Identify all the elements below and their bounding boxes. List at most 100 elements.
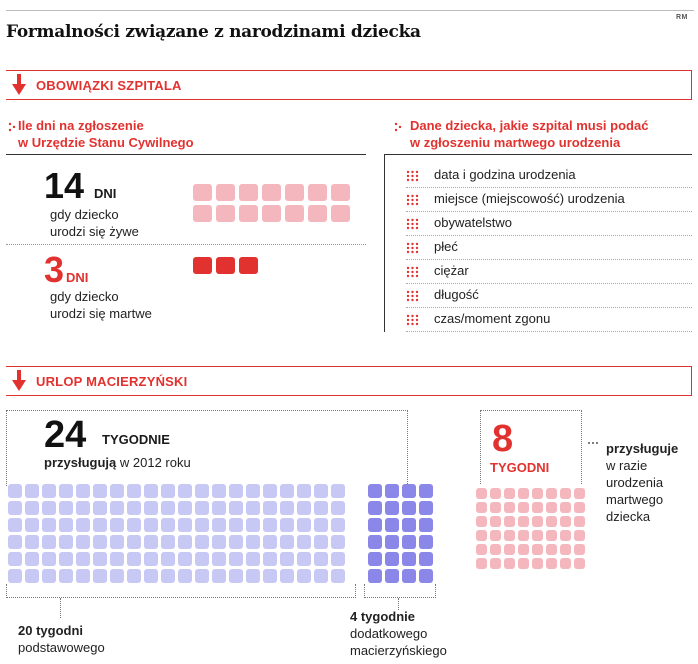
- week-square: [504, 488, 515, 499]
- week-square: [195, 518, 209, 532]
- week-square: [76, 552, 90, 566]
- week-square: [144, 552, 158, 566]
- section-bar-hospital: [6, 70, 692, 100]
- stillbirth-data-heading-line1: Dane dziecka, jakie szpital musi podać: [410, 118, 649, 133]
- week-square: [76, 569, 90, 583]
- basic-leave-grid: [8, 484, 345, 583]
- week-square: [532, 530, 543, 541]
- week-square: [161, 552, 175, 566]
- dead-caption-line2: urodzi się martwe: [50, 306, 152, 321]
- day-square: [308, 205, 327, 222]
- list-item-label: długość: [434, 287, 479, 302]
- week-square: [546, 530, 557, 541]
- week-square: [385, 552, 399, 566]
- week-square: [331, 569, 345, 583]
- week-square: [504, 502, 515, 513]
- week-square: [574, 558, 585, 569]
- week-square: [127, 535, 141, 549]
- dead-days-grid: [193, 257, 258, 274]
- dead-days-unit: DNI: [66, 270, 89, 285]
- week-square: [574, 488, 585, 499]
- week-square: [314, 518, 328, 532]
- week-square: [246, 484, 260, 498]
- week-square: [297, 535, 311, 549]
- week-square: [127, 552, 141, 566]
- list-item: ciężar: [406, 260, 692, 284]
- week-square: [263, 518, 277, 532]
- week-square: [25, 518, 39, 532]
- week-square: [402, 569, 416, 583]
- week-square: [385, 501, 399, 515]
- week-square: [385, 484, 399, 498]
- week-square: [280, 518, 294, 532]
- day-square: [285, 184, 304, 201]
- list-item: długość: [406, 284, 692, 308]
- week-square: [490, 488, 501, 499]
- week-square: [490, 502, 501, 513]
- week-square: [229, 569, 243, 583]
- day-square: [193, 257, 212, 274]
- week-square: [368, 484, 382, 498]
- dots-icon: [8, 122, 16, 132]
- divider: [406, 331, 692, 332]
- week-square: [331, 518, 345, 532]
- week-square: [59, 569, 73, 583]
- week-square: [212, 535, 226, 549]
- week-square: [110, 518, 124, 532]
- week-square: [331, 535, 345, 549]
- week-square: [161, 501, 175, 515]
- list-item-label: miejsce (miejscowość) urodzenia: [434, 191, 625, 206]
- week-square: [532, 502, 543, 513]
- week-square: [59, 535, 73, 549]
- week-square: [263, 569, 277, 583]
- dot-grid-icon: [406, 170, 419, 182]
- day-square: [193, 184, 212, 201]
- week-square: [42, 518, 56, 532]
- divider: [384, 154, 692, 155]
- list-item-label: czas/moment zgonu: [434, 311, 551, 326]
- column-divider: [384, 154, 385, 332]
- week-square: [504, 530, 515, 541]
- stillbirth-leave-line3: urodzenia: [606, 475, 664, 490]
- day-square: [239, 257, 258, 274]
- alive-caption-line2: urodzi się żywe: [50, 224, 139, 239]
- week-square: [560, 544, 571, 555]
- additional-leave-line3: macierzyńskiego: [350, 643, 447, 658]
- dead-days-number: 3: [44, 249, 65, 290]
- week-square: [178, 518, 192, 532]
- day-square: [262, 205, 281, 222]
- week-square: [490, 530, 501, 541]
- week-square: [263, 552, 277, 566]
- week-square: [532, 488, 543, 499]
- total-leave-bold: przysługują: [44, 455, 117, 470]
- total-leave-rest: w 2012 roku: [119, 455, 191, 470]
- stillbirth-leave-unit: TYGODNI: [490, 460, 550, 475]
- week-square: [368, 569, 382, 583]
- stillbirth-data-heading: Dane dziecka, jakie szpital musi podać w…: [410, 117, 648, 151]
- week-square: [178, 535, 192, 549]
- page-title: Formalności związane z narodzinami dziec…: [6, 22, 421, 42]
- section-bar-maternity: [6, 366, 692, 396]
- week-square: [246, 501, 260, 515]
- week-square: [229, 535, 243, 549]
- week-square: [314, 535, 328, 549]
- week-square: [8, 535, 22, 549]
- week-square: [314, 484, 328, 498]
- list-item: miejsce (miejscowość) urodzenia: [406, 188, 692, 212]
- week-square: [518, 488, 529, 499]
- week-square: [110, 501, 124, 515]
- list-item-label: data i godzina urodzenia: [434, 167, 576, 182]
- alive-days-caption: gdy dziecko urodzi się żywe: [50, 206, 139, 240]
- week-square: [280, 484, 294, 498]
- basic-leave-line2: podstawowego: [18, 640, 105, 655]
- week-square: [546, 488, 557, 499]
- alive-days-grid: [193, 184, 350, 222]
- week-square: [161, 518, 175, 532]
- day-square: [239, 205, 258, 222]
- divider: [6, 154, 366, 155]
- week-square: [574, 502, 585, 513]
- week-square: [229, 501, 243, 515]
- week-square: [476, 502, 487, 513]
- additional-leave-caption: 4 tygodnie dodatkowego macierzyńskiego: [350, 608, 447, 659]
- week-square: [93, 552, 107, 566]
